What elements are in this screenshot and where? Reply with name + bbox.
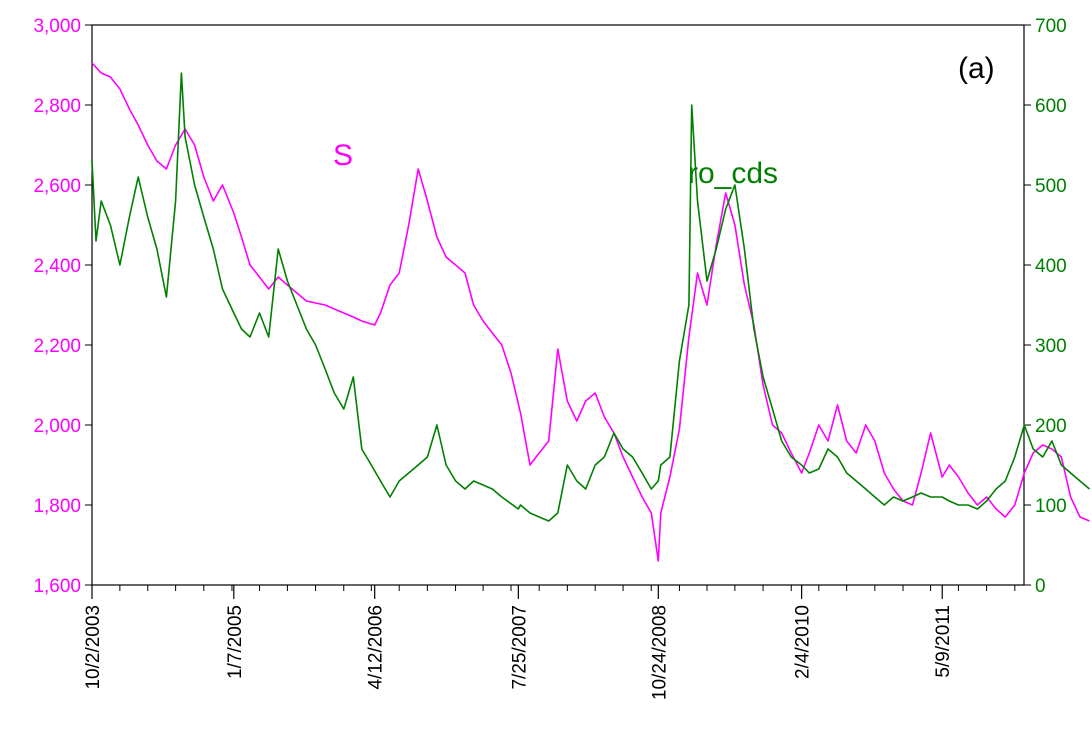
- left-tick-label: 1,800: [33, 496, 81, 517]
- left-tick-label: 2,600: [33, 176, 81, 197]
- series-lines: [91, 62, 1091, 562]
- x-axis-ticks: 10/2/2003 1/7/2005 4/12/2006 7/25/2007 10/24…: [83, 585, 1016, 700]
- x-tick-label: 2/4/2010: [793, 605, 814, 679]
- panel-label: (a): [958, 52, 995, 85]
- left-tick-label: 3,000: [33, 16, 81, 37]
- x-tick-label: 1/7/2005: [225, 605, 246, 679]
- series-line-ro-cds: [91, 72, 1091, 522]
- right-tick-label: 400: [1035, 256, 1067, 277]
- series-line-s: [91, 62, 1090, 562]
- series-label-ro-cds: ro_cds: [688, 157, 778, 190]
- right-tick-label: 0: [1035, 576, 1046, 597]
- left-tick-label: 2,800: [33, 96, 81, 117]
- x-tick-label: 10/24/2008: [649, 605, 670, 700]
- x-tick-label: 10/2/2003: [83, 605, 104, 690]
- right-tick-label: 300: [1035, 336, 1067, 357]
- left-tick-label: 2,000: [33, 416, 81, 437]
- right-axis-ticks: 0 100 200 300 400 500 600 700: [1024, 16, 1067, 597]
- x-tick-label: 5/9/2011: [933, 605, 954, 678]
- right-tick-label: 700: [1035, 16, 1067, 37]
- left-axis-ticks: 1,600 1,800 2,000 2,200 2,400 2,600 2,800 3,000: [33, 16, 92, 597]
- plot-frame: [91, 24, 1025, 586]
- series-label-s: S: [333, 139, 353, 172]
- left-tick-label: 2,200: [33, 336, 81, 357]
- axes: [91, 24, 1025, 586]
- x-tick-label: 4/12/2006: [366, 605, 387, 690]
- right-tick-label: 100: [1035, 496, 1067, 517]
- x-tick-label: 7/25/2007: [509, 605, 530, 690]
- right-tick-label: 200: [1035, 416, 1067, 437]
- right-tick-label: 500: [1035, 176, 1067, 197]
- left-tick-label: 2,400: [33, 256, 81, 277]
- right-tick-label: 600: [1035, 96, 1067, 117]
- left-tick-label: 1,600: [33, 576, 81, 597]
